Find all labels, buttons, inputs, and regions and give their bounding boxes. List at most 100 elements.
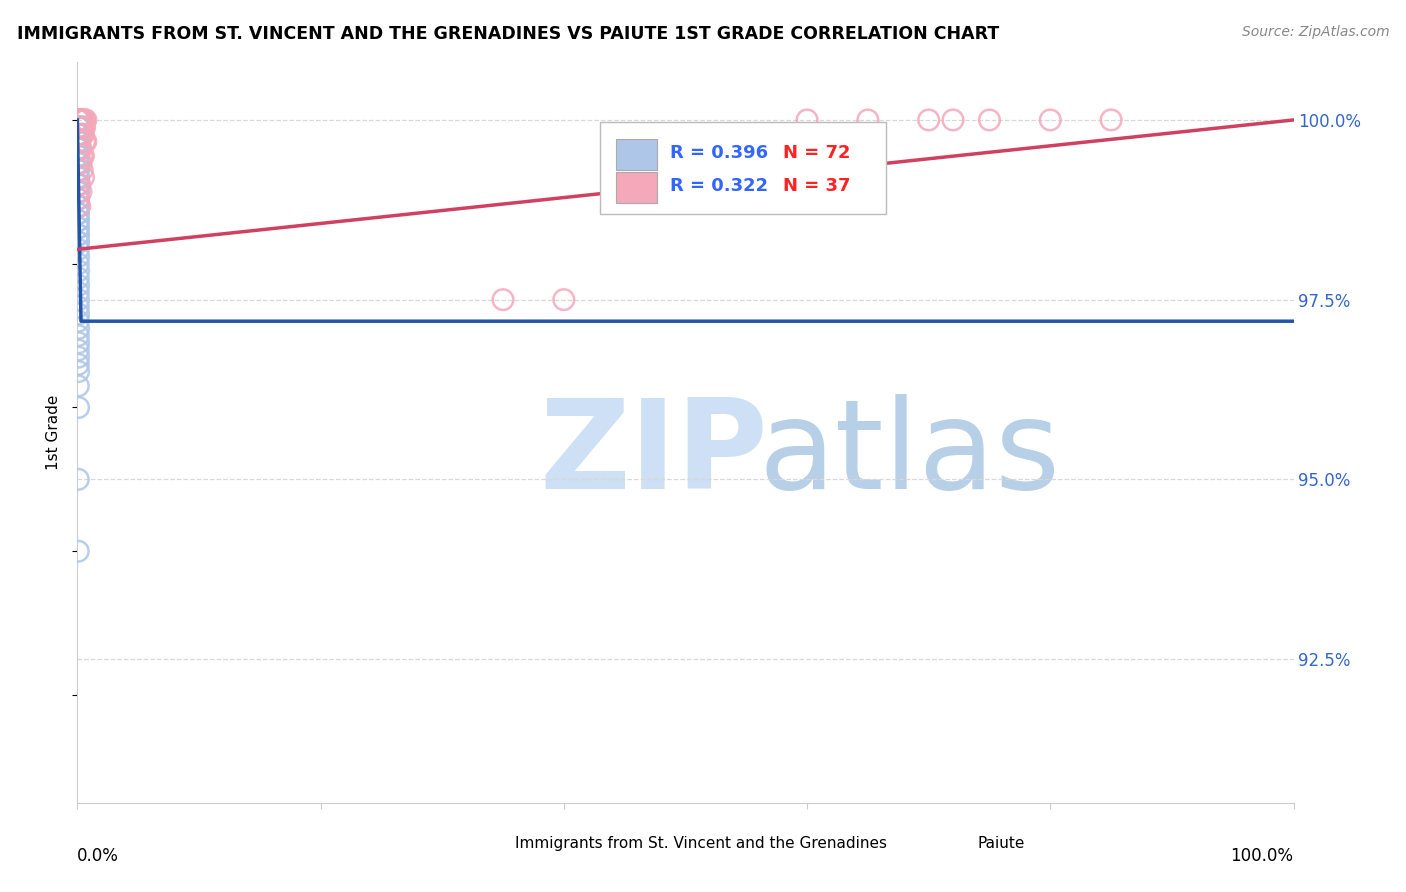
Point: [67, 307, 90, 321]
Point: [1039, 112, 1062, 127]
Point: [67, 112, 90, 127]
Point: [67, 112, 90, 127]
Point: [70, 149, 93, 163]
Point: [67, 163, 90, 178]
Point: [979, 112, 1001, 127]
Point: [918, 112, 941, 127]
Point: [1099, 112, 1122, 127]
Point: [67, 192, 90, 206]
Point: [796, 112, 818, 127]
Point: [69, 199, 91, 213]
Point: [69, 120, 91, 135]
Point: [67, 365, 90, 379]
Point: [67, 213, 90, 227]
Point: [67, 135, 90, 149]
Point: [67, 156, 90, 170]
Point: [67, 199, 90, 213]
Point: [67, 156, 90, 170]
Point: [70, 120, 93, 135]
Point: [69, 112, 91, 127]
Point: [67, 343, 90, 357]
Point: [67, 199, 90, 213]
Text: ZIP: ZIP: [540, 394, 768, 516]
Text: IMMIGRANTS FROM ST. VINCENT AND THE GRENADINES VS PAIUTE 1ST GRADE CORRELATION C: IMMIGRANTS FROM ST. VINCENT AND THE GREN…: [17, 25, 1000, 43]
Point: [67, 250, 90, 264]
Point: [67, 314, 90, 328]
Point: [67, 350, 90, 364]
Point: [70, 120, 93, 135]
Point: [67, 227, 90, 242]
Point: [67, 544, 90, 558]
Point: [69, 112, 91, 127]
Point: [67, 293, 90, 307]
Point: [942, 112, 965, 127]
Point: [73, 120, 96, 135]
Point: [70, 163, 93, 178]
Point: [492, 293, 515, 307]
Point: [67, 135, 90, 149]
Point: [67, 213, 90, 227]
Point: [70, 112, 93, 127]
Point: [67, 328, 90, 343]
Point: [553, 293, 575, 307]
Point: [67, 178, 90, 192]
Point: [70, 185, 93, 199]
Y-axis label: 1st Grade: 1st Grade: [46, 395, 62, 470]
Point: [67, 128, 90, 142]
Point: [67, 120, 90, 135]
Text: N = 37: N = 37: [783, 178, 851, 195]
Point: [67, 128, 90, 142]
Point: [70, 128, 93, 142]
Point: [73, 112, 96, 127]
Point: [67, 128, 90, 142]
Point: [67, 142, 90, 156]
Point: [67, 120, 90, 135]
Point: [67, 278, 90, 293]
FancyBboxPatch shape: [600, 121, 886, 214]
Point: [67, 271, 90, 285]
Point: [67, 321, 90, 335]
Point: [69, 135, 91, 149]
Text: Source: ZipAtlas.com: Source: ZipAtlas.com: [1241, 25, 1389, 39]
Point: [72, 128, 94, 142]
Text: 0.0%: 0.0%: [77, 847, 120, 865]
Point: [67, 185, 90, 199]
Point: [67, 401, 90, 415]
Text: Immigrants from St. Vincent and the Grenadines: Immigrants from St. Vincent and the Gren…: [515, 836, 887, 851]
Point: [72, 149, 94, 163]
Point: [70, 142, 93, 156]
Point: [67, 112, 90, 127]
Point: [67, 135, 90, 149]
Text: atlas: atlas: [758, 394, 1060, 516]
Point: [67, 192, 90, 206]
Point: [67, 135, 90, 149]
FancyBboxPatch shape: [464, 830, 505, 857]
Point: [67, 300, 90, 314]
Point: [67, 243, 90, 257]
Point: [72, 170, 94, 185]
Point: [67, 235, 90, 249]
Point: [75, 135, 97, 149]
Point: [69, 142, 91, 156]
Point: [67, 149, 90, 163]
Text: N = 72: N = 72: [783, 144, 851, 161]
Point: [69, 120, 91, 135]
Point: [67, 472, 90, 486]
Point: [67, 235, 90, 249]
Point: [67, 149, 90, 163]
Point: [67, 206, 90, 220]
Point: [67, 379, 90, 393]
Point: [69, 112, 91, 127]
FancyBboxPatch shape: [927, 830, 967, 857]
Point: [67, 142, 90, 156]
FancyBboxPatch shape: [616, 138, 658, 169]
Point: [67, 220, 90, 235]
Point: [67, 178, 90, 192]
Point: [67, 170, 90, 185]
Text: Paiute: Paiute: [977, 836, 1025, 851]
Point: [67, 206, 90, 220]
Point: [70, 112, 93, 127]
Point: [69, 178, 91, 192]
Point: [67, 120, 90, 135]
Point: [67, 142, 90, 156]
